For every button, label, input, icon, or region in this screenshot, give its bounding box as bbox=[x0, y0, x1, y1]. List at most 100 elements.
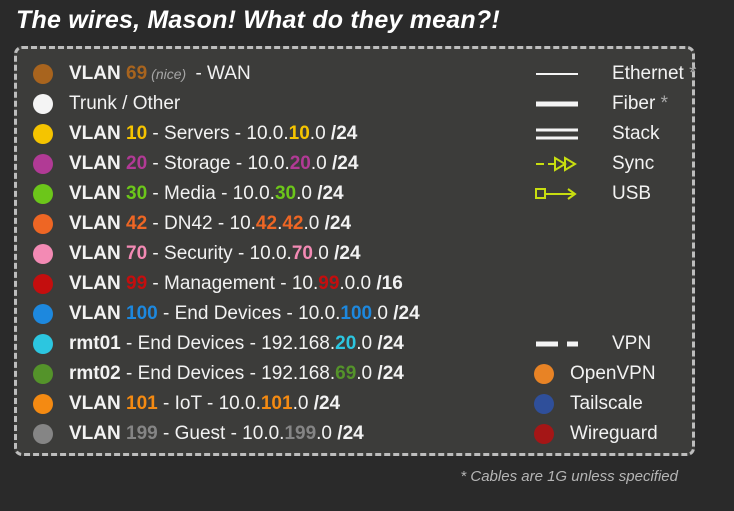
end-devices-mask: /24 bbox=[387, 303, 420, 324]
rmt02-label: - End Devices - 192.168. bbox=[120, 363, 336, 384]
tailscale-label: Tailscale bbox=[570, 393, 643, 414]
legend-item-iot: VLAN 101 - IoT - 10.0. 101.0 /24 bbox=[33, 389, 340, 419]
guest-mask: /24 bbox=[332, 423, 364, 444]
dn42-tail: .0 bbox=[303, 213, 320, 234]
management-mask: /16 bbox=[371, 273, 403, 294]
iot-mask: /24 bbox=[308, 393, 341, 414]
guest-tail: .0 bbox=[316, 423, 333, 444]
rmt01-label: - End Devices - 192.168. bbox=[120, 333, 336, 354]
end-devices-prefix: VLAN bbox=[69, 303, 121, 324]
wan-nice: (nice) bbox=[151, 66, 187, 82]
servers-label: - Servers - 10.0. bbox=[147, 123, 289, 144]
media-octet: 30 bbox=[274, 183, 297, 204]
usb-label: USB bbox=[612, 183, 652, 204]
guest-dot-icon bbox=[33, 424, 53, 444]
legend-item-management: VLAN 99 - Management - 10. 99.0.0 /16 bbox=[33, 269, 403, 299]
footnote: * Cables are 1G unless specified bbox=[460, 468, 678, 485]
wan-dot-icon bbox=[33, 64, 53, 84]
servers-dot-icon bbox=[33, 124, 53, 144]
legend-item-sync: Sync bbox=[612, 149, 654, 179]
rmt01-dot-icon bbox=[33, 334, 53, 354]
wireguard-dot-icon bbox=[534, 424, 554, 444]
dn42-number: 42 bbox=[126, 213, 148, 234]
wan-number: 69 bbox=[126, 63, 148, 84]
security-tail: .0 bbox=[312, 243, 329, 264]
servers-octet: 10 bbox=[288, 123, 310, 144]
media-label: - Media - 10.0. bbox=[147, 183, 275, 204]
management-label: - Management - 10. bbox=[147, 273, 319, 294]
trunk-label: Trunk / Other bbox=[69, 93, 181, 114]
rmt01-octet: 20 bbox=[335, 333, 357, 354]
rmt02-tail: .0 bbox=[356, 363, 373, 384]
sync-label: Sync bbox=[612, 153, 655, 174]
fiber-star: * bbox=[660, 93, 668, 114]
storage-number: 20 bbox=[126, 153, 148, 174]
servers-prefix: VLAN bbox=[69, 123, 121, 144]
legend-item-openvpn: OpenVPN bbox=[534, 359, 656, 389]
legend-item-trunk: Trunk / Other bbox=[33, 89, 180, 119]
page-title: The wires, Mason! What do they mean?! bbox=[16, 6, 500, 34]
security-octet: 70 bbox=[291, 243, 313, 264]
servers-tail: .0 bbox=[309, 123, 326, 144]
openvpn-label: OpenVPN bbox=[570, 363, 656, 384]
cable-legend-lines bbox=[535, 73, 578, 347]
legend-item-wireguard: Wireguard bbox=[534, 419, 658, 449]
legend-item-vpn: VPN bbox=[612, 329, 651, 359]
legend-item-stack: Stack bbox=[612, 119, 660, 149]
ethernet-label: Ethernet bbox=[612, 63, 684, 84]
management-tail: .0.0 bbox=[339, 273, 372, 294]
end-devices-dot-icon bbox=[33, 304, 53, 324]
management-prefix: VLAN bbox=[69, 273, 121, 294]
legend-item-guest: VLAN 199 - Guest - 10.0. 199.0 /24 bbox=[33, 419, 364, 449]
guest-prefix: VLAN bbox=[69, 423, 121, 444]
legend-item-rmt01: rmt01 - End Devices - 192.168. 20.0 /24 bbox=[33, 329, 404, 359]
end-devices-number: 100 bbox=[126, 303, 158, 324]
legend-item-tailscale: Tailscale bbox=[534, 389, 643, 419]
rmt02-mask: /24 bbox=[372, 363, 404, 384]
end-devices-label: - End Devices - 10.0. bbox=[157, 303, 341, 324]
dn42-octet: 42 bbox=[255, 213, 278, 234]
legend-item-rmt02: rmt02 - End Devices - 192.168. 69.0 /24 bbox=[33, 359, 404, 389]
servers-number: 10 bbox=[126, 123, 148, 144]
usb-line-icon bbox=[535, 188, 577, 200]
dn42-octet-2: 42 bbox=[282, 213, 304, 234]
media-dot-icon bbox=[33, 184, 53, 204]
management-number: 99 bbox=[126, 273, 148, 294]
storage-dot-icon bbox=[33, 154, 53, 174]
rmt02-dot-icon bbox=[33, 364, 53, 384]
storage-octet: 20 bbox=[289, 153, 311, 174]
trunk-dot-icon bbox=[33, 94, 53, 114]
iot-label: - IoT - 10.0. bbox=[157, 393, 261, 414]
rmt01-prefix: rmt01 bbox=[69, 333, 121, 354]
legend-item-fiber: Fiber * bbox=[612, 89, 668, 119]
rmt01-tail: .0 bbox=[356, 333, 373, 354]
iot-prefix: VLAN bbox=[69, 393, 121, 414]
security-number: 70 bbox=[126, 243, 148, 264]
media-prefix: VLAN bbox=[69, 183, 121, 204]
guest-number: 199 bbox=[126, 423, 158, 444]
management-octet: 99 bbox=[318, 273, 340, 294]
wireguard-label: Wireguard bbox=[570, 423, 658, 444]
iot-number: 101 bbox=[126, 393, 158, 414]
iot-dot-icon bbox=[33, 394, 53, 414]
legend-item-dn42: VLAN 42 - DN42 - 10. 42. 42.0 /24 bbox=[33, 209, 351, 239]
legend-item-end-devices: VLAN 100 - End Devices - 10.0. 100.0 /24 bbox=[33, 299, 420, 329]
legend-item-usb: USB bbox=[612, 179, 651, 209]
fiber-label: Fiber bbox=[612, 93, 656, 114]
media-tail: .0 bbox=[296, 183, 312, 204]
legend-item-wan: VLAN 69 (nice) - WAN bbox=[33, 59, 251, 89]
legend-item-storage: VLAN 20 - Storage - 10.0. 20.0 /24 bbox=[33, 149, 358, 179]
storage-prefix: VLAN bbox=[69, 153, 121, 174]
security-prefix: VLAN bbox=[69, 243, 121, 264]
security-mask: /24 bbox=[328, 243, 361, 264]
iot-tail: .0 bbox=[292, 393, 309, 414]
legend-item-security: VLAN 70 - Security - 10.0. 70.0 /24 bbox=[33, 239, 361, 269]
rmt02-prefix: rmt02 bbox=[69, 363, 121, 384]
storage-mask: /24 bbox=[326, 153, 359, 174]
legend-item-media: VLAN 30 - Media - 10.0. 30.0 /24 bbox=[33, 179, 344, 209]
dn42-label: - DN42 - 10. bbox=[147, 213, 256, 234]
legend-item-servers: VLAN 10 - Servers - 10.0. 10.0 /24 bbox=[33, 119, 357, 149]
media-number: 30 bbox=[126, 183, 148, 204]
vpn-label: VPN bbox=[612, 333, 652, 354]
guest-label: - Guest - 10.0. bbox=[157, 423, 285, 444]
